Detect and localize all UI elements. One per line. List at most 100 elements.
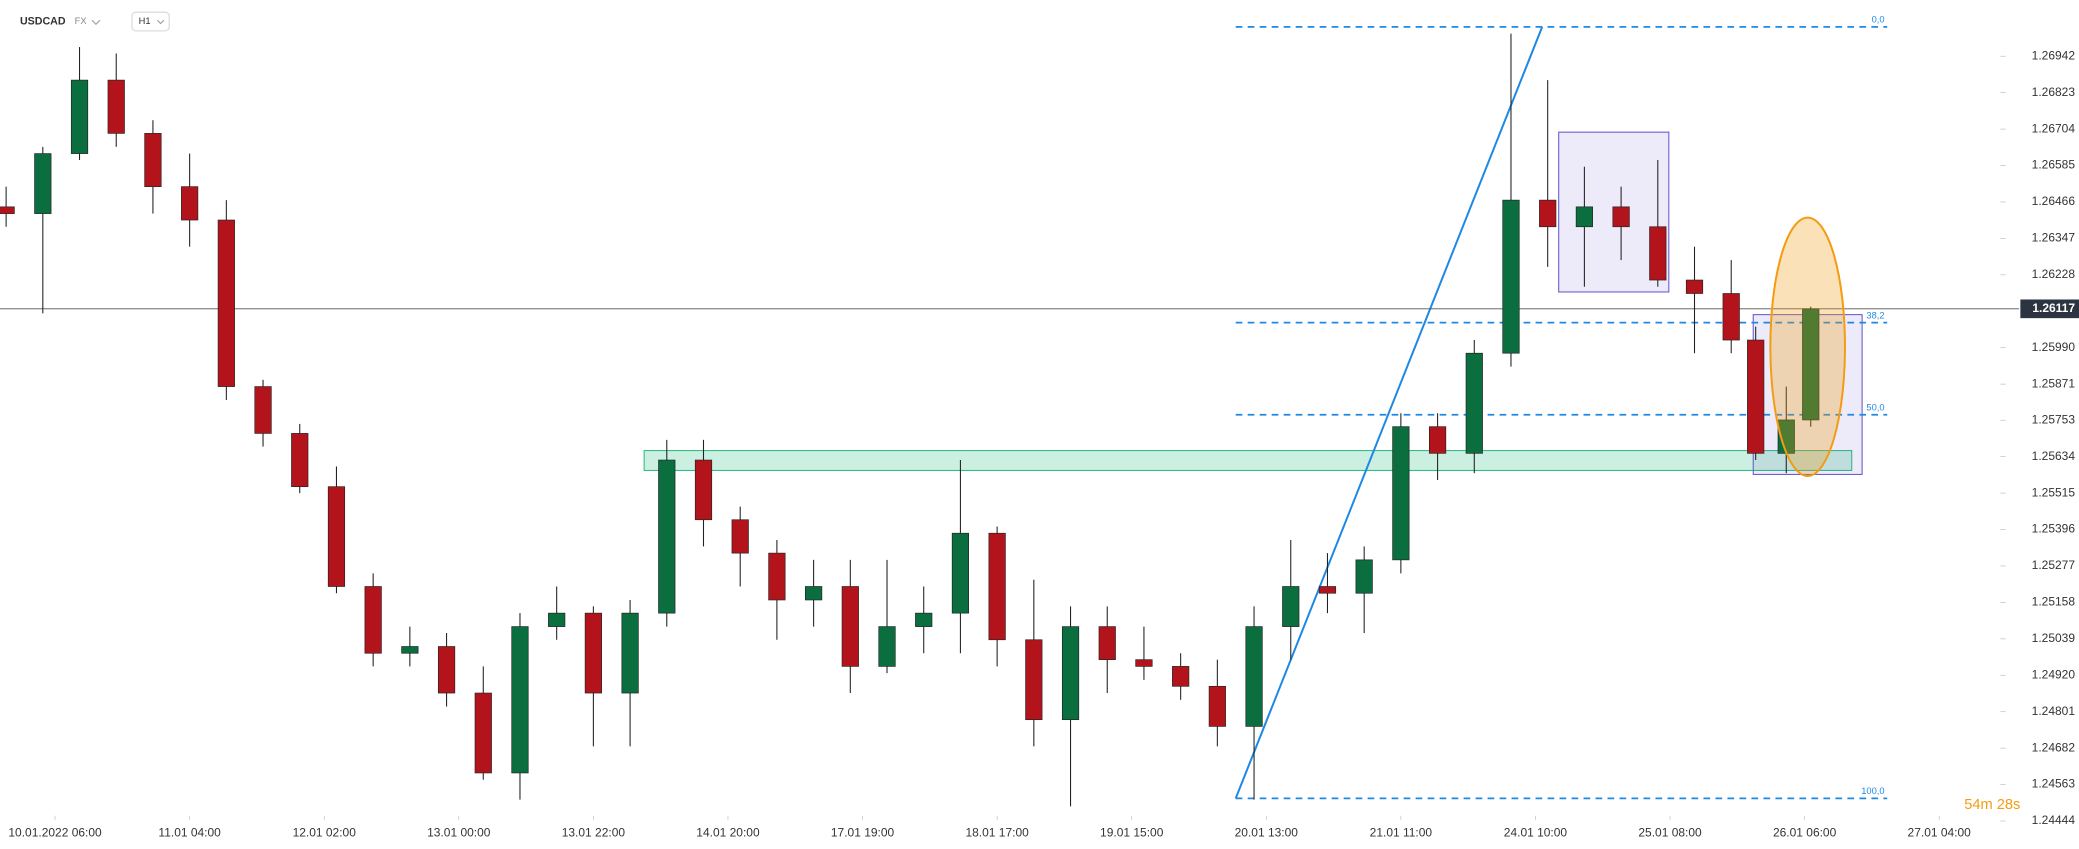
trendline <box>1234 26 1544 799</box>
candle-body <box>1025 639 1043 721</box>
countdown: 54m 28s <box>1964 797 2020 813</box>
y-tick-label: 1.26942 <box>2032 48 2076 62</box>
interval-button[interactable] <box>131 11 170 32</box>
candle-body <box>1685 279 1704 294</box>
x-tick-label: 19.01 15:00 <box>1100 825 1164 839</box>
y-tick-label: 1.25515 <box>2032 485 2076 499</box>
y-tick-label: 1.26347 <box>2032 231 2076 245</box>
y-tick-label: 1.26228 <box>2032 267 2076 281</box>
candle-body <box>1282 586 1300 627</box>
candle-body <box>1722 293 1740 341</box>
y-tick-label: 1.25277 <box>2032 558 2076 572</box>
last-price-box <box>2020 299 2079 319</box>
candle-body <box>1135 659 1153 667</box>
y-tick-label: 1.26823 <box>2032 85 2076 99</box>
y-tick-label: 1.26704 <box>2032 121 2076 135</box>
candle-body <box>144 133 162 187</box>
x-tick-label: 11.01 04:00 <box>158 825 221 839</box>
candle-body <box>584 612 602 694</box>
candle-body <box>658 459 676 614</box>
last-price-label: 1.26117 <box>2032 301 2075 315</box>
candle-body <box>107 79 125 134</box>
candle-body <box>437 646 456 694</box>
y-tick-label: 1.25039 <box>2032 631 2076 645</box>
candle-body <box>1428 426 1447 454</box>
y-tick-label: 1.25634 <box>2032 449 2076 463</box>
x-tick-label: 27.01 04:00 <box>1908 825 1972 839</box>
candle-body <box>1612 206 1630 228</box>
candle-body <box>34 153 52 214</box>
candle-body <box>805 586 823 601</box>
symbol: USDCAD <box>20 15 66 27</box>
candle-body <box>768 552 786 601</box>
y-tick-label: 1.24563 <box>2032 777 2076 791</box>
interval[interactable]: H1 <box>139 16 151 26</box>
candle-body <box>1208 685 1226 727</box>
candle-body <box>915 612 933 627</box>
candle-body <box>291 433 309 488</box>
y-tick-label: 1.24444 <box>2032 813 2076 827</box>
candle-body <box>254 386 272 434</box>
y-tick-label: 1.26466 <box>2032 194 2076 208</box>
x-tick-label: 14.01 20:00 <box>696 825 760 839</box>
x-tick-label: 20.01 13:00 <box>1235 825 1299 839</box>
candle-body <box>1172 666 1190 687</box>
candle-body <box>70 79 89 154</box>
candle-body <box>1747 339 1765 454</box>
y-tick-label: 1.26585 <box>2032 158 2076 172</box>
candle-body <box>0 206 15 214</box>
candle-body <box>217 219 235 387</box>
candle-body <box>731 519 749 554</box>
y-tick-label: 1.24801 <box>2032 704 2076 718</box>
candle-body <box>1318 586 1337 594</box>
x-tick-label: 10.01.2022 06:00 <box>8 825 102 839</box>
x-tick-label: 24.01 10:00 <box>1504 825 1568 839</box>
candle-body <box>327 486 346 587</box>
candle-body <box>694 459 713 521</box>
x-tick-label: 13.01 22:00 <box>562 825 626 839</box>
dropdown-icon[interactable] <box>156 19 165 25</box>
candle-body <box>401 646 419 654</box>
fib-label: 0,0 <box>1872 15 1885 25</box>
x-tick-label: 12.01 02:00 <box>293 825 357 839</box>
y-tick-label: 1.24682 <box>2032 740 2076 754</box>
x-tick-label: 21.01 11:00 <box>1370 825 1433 839</box>
candle-body <box>1465 352 1483 454</box>
fib-label: 50,0 <box>1866 403 1884 413</box>
y-tick-label: 1.25396 <box>2032 522 2076 536</box>
y-tick-label: 1.25990 <box>2032 340 2076 354</box>
candle-body <box>181 186 199 221</box>
candle-body <box>1802 308 1820 421</box>
candle-body <box>951 532 970 614</box>
candle-body <box>1355 559 1373 594</box>
candle-body <box>841 586 859 667</box>
candle-body <box>1061 626 1080 721</box>
candle-body <box>1575 206 1593 228</box>
candle-body <box>474 692 492 774</box>
candle-body <box>364 586 382 654</box>
y-tick-label: 1.25753 <box>2032 412 2076 426</box>
x-tick-label: 26.01 06:00 <box>1773 825 1837 839</box>
y-tick-label: 1.24920 <box>2032 667 2076 681</box>
candle-body <box>548 612 566 627</box>
support-zone <box>643 450 1853 471</box>
candle-body <box>621 612 639 694</box>
candle-body <box>1392 426 1410 561</box>
x-tick-label: 18.01 17:00 <box>965 825 1029 839</box>
candle-body <box>511 626 529 774</box>
x-tick-label: 25.01 08:00 <box>1638 825 1702 839</box>
y-tick-label: 1.25158 <box>2032 595 2076 609</box>
market[interactable]: FX <box>75 16 88 26</box>
candle-body <box>988 532 1006 641</box>
candle-body <box>1649 226 1667 281</box>
plot: 0,0 38,2 50,0 100,0 <box>0 15 2020 807</box>
dropdown-icon[interactable] <box>91 19 101 25</box>
candle-body <box>1098 626 1116 661</box>
candle-body <box>1539 199 1557 228</box>
candle-body <box>1502 199 1520 354</box>
candle-body <box>1245 626 1263 727</box>
y-tick-label: 1.25871 <box>2032 376 2076 390</box>
highlight-ellipse <box>1769 216 1846 477</box>
